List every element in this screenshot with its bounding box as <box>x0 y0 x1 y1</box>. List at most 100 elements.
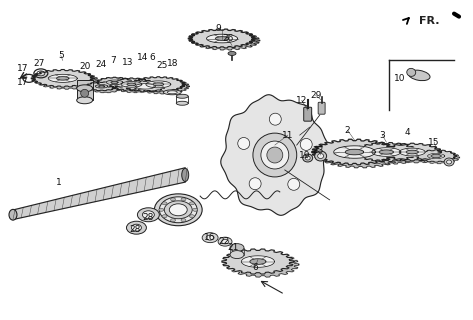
Circle shape <box>238 138 250 149</box>
Polygon shape <box>113 80 158 92</box>
Polygon shape <box>227 252 299 277</box>
Text: 17: 17 <box>17 78 29 87</box>
Ellipse shape <box>305 156 310 160</box>
FancyBboxPatch shape <box>318 102 325 114</box>
Circle shape <box>288 178 300 190</box>
Polygon shape <box>333 146 375 158</box>
FancyBboxPatch shape <box>77 80 93 100</box>
Polygon shape <box>146 81 171 88</box>
Polygon shape <box>428 153 445 159</box>
Polygon shape <box>345 149 364 155</box>
Text: 6: 6 <box>149 53 155 62</box>
Ellipse shape <box>228 52 236 55</box>
Text: 1: 1 <box>56 179 61 188</box>
Polygon shape <box>90 84 121 93</box>
Polygon shape <box>121 81 142 87</box>
Ellipse shape <box>131 224 141 231</box>
Ellipse shape <box>230 251 244 259</box>
Text: 5: 5 <box>58 51 64 60</box>
Polygon shape <box>106 80 123 85</box>
Polygon shape <box>406 150 418 154</box>
Ellipse shape <box>171 219 175 222</box>
Polygon shape <box>13 168 185 220</box>
Text: 27: 27 <box>33 59 44 68</box>
Polygon shape <box>359 145 423 164</box>
Text: 2: 2 <box>345 126 350 135</box>
Polygon shape <box>31 69 94 87</box>
Text: 29: 29 <box>310 91 321 100</box>
Text: 23: 23 <box>312 146 324 155</box>
Ellipse shape <box>171 198 175 201</box>
Text: 21: 21 <box>228 243 239 252</box>
Ellipse shape <box>303 154 313 162</box>
FancyBboxPatch shape <box>304 107 312 121</box>
Ellipse shape <box>181 219 186 222</box>
Polygon shape <box>207 34 237 43</box>
Ellipse shape <box>162 215 167 218</box>
Text: 14: 14 <box>137 53 148 62</box>
Circle shape <box>253 133 297 177</box>
Ellipse shape <box>221 239 228 244</box>
Polygon shape <box>372 148 401 156</box>
Ellipse shape <box>230 244 244 252</box>
Polygon shape <box>99 85 105 87</box>
Text: FR.: FR. <box>419 16 440 26</box>
Ellipse shape <box>164 201 192 219</box>
Polygon shape <box>135 79 189 94</box>
Ellipse shape <box>159 197 197 223</box>
Polygon shape <box>35 72 98 89</box>
Ellipse shape <box>138 208 159 222</box>
Polygon shape <box>241 256 274 267</box>
Text: 13: 13 <box>122 58 133 67</box>
Circle shape <box>249 178 261 190</box>
Polygon shape <box>96 77 132 87</box>
Ellipse shape <box>167 91 177 94</box>
Ellipse shape <box>169 204 187 216</box>
Ellipse shape <box>447 160 452 164</box>
Circle shape <box>300 139 312 150</box>
Polygon shape <box>383 143 441 161</box>
Polygon shape <box>312 139 397 165</box>
Ellipse shape <box>176 94 188 98</box>
Polygon shape <box>387 145 446 163</box>
Polygon shape <box>318 142 403 168</box>
Ellipse shape <box>9 209 17 220</box>
Text: 6: 6 <box>252 263 258 272</box>
Text: 28: 28 <box>143 213 154 222</box>
Ellipse shape <box>407 68 416 76</box>
Polygon shape <box>399 148 425 156</box>
Text: 28: 28 <box>130 225 141 234</box>
Ellipse shape <box>315 151 327 161</box>
Polygon shape <box>125 81 166 92</box>
Polygon shape <box>127 83 136 85</box>
Polygon shape <box>193 31 260 50</box>
Text: 7: 7 <box>111 56 116 65</box>
Polygon shape <box>57 76 69 80</box>
Text: 3: 3 <box>379 131 385 140</box>
Ellipse shape <box>142 211 154 219</box>
Polygon shape <box>222 249 294 274</box>
Polygon shape <box>355 142 418 162</box>
Text: 25: 25 <box>157 61 168 70</box>
Polygon shape <box>250 259 266 264</box>
Polygon shape <box>431 155 441 157</box>
Polygon shape <box>153 83 164 86</box>
Ellipse shape <box>190 215 194 218</box>
Text: 17: 17 <box>17 64 29 73</box>
Ellipse shape <box>159 208 164 211</box>
Text: 18: 18 <box>166 59 178 68</box>
Circle shape <box>267 147 283 163</box>
Ellipse shape <box>154 194 202 226</box>
Text: 19: 19 <box>299 150 310 160</box>
Polygon shape <box>221 95 329 215</box>
Ellipse shape <box>181 198 186 201</box>
Text: 24: 24 <box>95 60 106 69</box>
Circle shape <box>261 141 289 169</box>
Polygon shape <box>48 74 77 83</box>
Ellipse shape <box>190 202 194 205</box>
Text: 4: 4 <box>404 128 410 137</box>
Polygon shape <box>216 37 228 40</box>
Polygon shape <box>419 151 460 164</box>
Polygon shape <box>109 78 154 91</box>
Polygon shape <box>131 77 185 92</box>
